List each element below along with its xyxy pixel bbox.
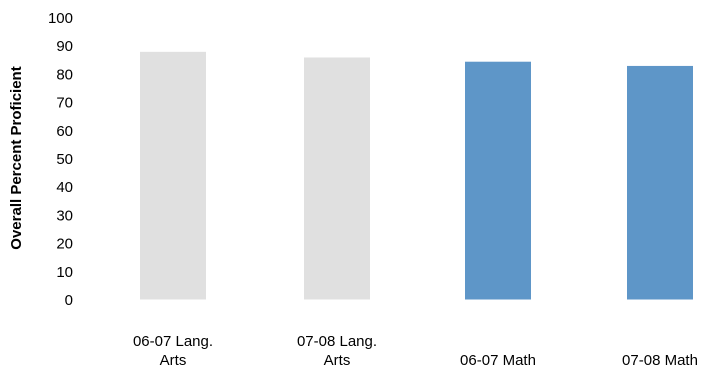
y-tick-label-70: 70 [56, 95, 73, 112]
y-tick-label-20: 20 [56, 236, 73, 253]
x-category-label-3-line-1: 06-07 Math [460, 352, 536, 369]
y-tick-label-80: 80 [56, 66, 73, 83]
y-tick-label-50: 50 [56, 151, 73, 168]
x-category-label-2-line-2: Arts [324, 352, 351, 369]
y-tick-label-90: 90 [56, 38, 73, 55]
bar-4 [627, 65, 693, 300]
x-category-label-4-line-1: 07-08 Math [622, 352, 698, 369]
bar-2 [304, 57, 370, 301]
y-tick-label-10: 10 [56, 264, 73, 281]
y-tick-label-30: 30 [56, 207, 73, 224]
y-axis-ticks: 0 10 20 30 40 50 60 70 80 90 100 [48, 10, 73, 309]
y-axis-title: Overall Percent Proficient [8, 66, 25, 249]
bar-1 [140, 51, 206, 301]
x-category-label-2-line-1: 07-08 Lang. [297, 333, 377, 350]
x-axis-labels: 06-07 Lang. Arts 07-08 Lang. Arts 06-07 Math… [133, 333, 698, 369]
y-tick-label-40: 40 [56, 179, 73, 196]
bars [140, 51, 693, 301]
x-category-label-1-line-1: 06-07 Lang. [133, 333, 213, 350]
x-category-label-1-line-2: Arts [160, 352, 187, 369]
y-tick-label-0: 0 [65, 292, 73, 309]
y-tick-label-100: 100 [48, 10, 73, 27]
y-tick-label-60: 60 [56, 123, 73, 140]
bar-3 [465, 61, 531, 301]
